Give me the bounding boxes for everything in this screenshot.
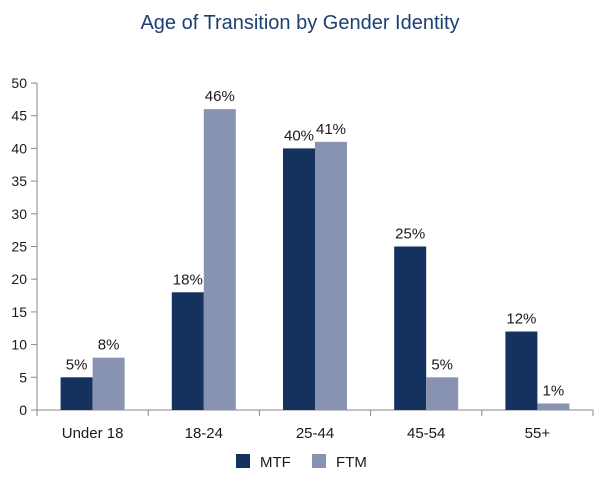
axes: 0 5 10 15 20 25 30 35 40 45 50 Under 18 18-24 25-44 45… — [11, 75, 594, 442]
legend-label-mtf: MTF — [260, 454, 291, 471]
x-tick-label: 55+ — [525, 425, 551, 442]
legend-swatch-ftm — [312, 454, 326, 468]
data-label: 40% — [284, 127, 314, 144]
y-tick-label: 50 — [11, 75, 27, 91]
legend-swatch-mtf — [236, 454, 250, 468]
bar-ftm-2 — [315, 141, 347, 411]
x-tick-label: 25-44 — [296, 425, 334, 442]
bar-mtf-4 — [505, 331, 538, 410]
bar-ftm-0 — [92, 357, 125, 410]
data-label: 41% — [316, 121, 346, 138]
x-tick-label: Under 18 — [62, 425, 124, 442]
y-tick-label: 10 — [11, 337, 27, 353]
data-label: 18% — [173, 271, 203, 288]
chart-title: Age of Transition by Gender Identity — [140, 12, 459, 34]
bar-ftm-4 — [537, 403, 570, 410]
y-tick-label: 45 — [11, 108, 27, 124]
y-tick-label: 15 — [11, 304, 27, 320]
bar-mtf-1 — [171, 292, 204, 410]
y-tick-label: 25 — [11, 239, 27, 255]
bar-mtf-3 — [394, 246, 427, 410]
data-label: 5% — [66, 356, 88, 373]
bar-ftm-3 — [426, 377, 459, 410]
bars: 5% 18% 40% 25% 12% 8% 46% 41% 5% 1% — [60, 88, 570, 411]
legend: MTF FTM — [236, 454, 367, 471]
x-tick-label: 18-24 — [185, 425, 223, 442]
data-label: 1% — [543, 382, 565, 399]
data-label: 5% — [431, 356, 453, 373]
y-tick-label: 0 — [19, 402, 27, 418]
data-label: 12% — [506, 311, 536, 328]
y-tick-label: 5 — [19, 369, 27, 385]
bar-mtf-2 — [283, 148, 315, 410]
data-label: 46% — [205, 88, 235, 105]
data-label: 8% — [98, 337, 120, 354]
y-tick-label: 30 — [11, 206, 27, 222]
legend-label-ftm: FTM — [336, 454, 367, 471]
y-tick-label: 20 — [11, 271, 27, 287]
bar-mtf-0 — [60, 377, 93, 410]
bar-ftm-1 — [203, 109, 236, 410]
data-label: 25% — [395, 226, 425, 243]
x-tick-label: 45-54 — [407, 425, 445, 442]
y-tick-label: 35 — [11, 173, 27, 189]
y-tick-label: 40 — [11, 140, 27, 156]
